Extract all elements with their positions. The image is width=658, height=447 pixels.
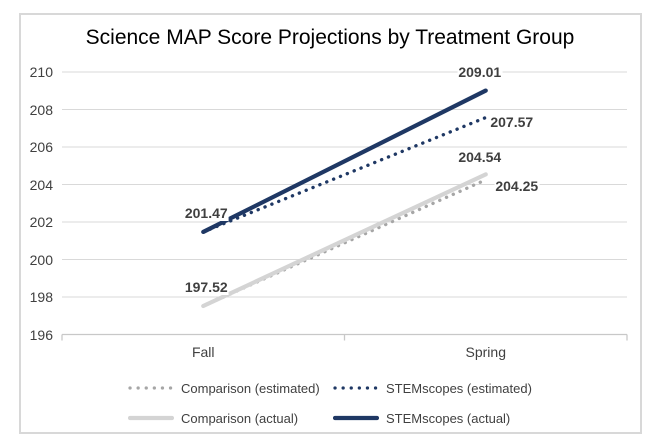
legend-item-0: Comparison (estimated) — [128, 379, 320, 397]
y-tick-label: 202 — [29, 214, 53, 230]
legend-swatch — [128, 415, 174, 421]
y-tick-label: 200 — [29, 251, 53, 268]
legend-item-1: STEMscopes (estimated) — [333, 379, 532, 397]
legend-swatch — [333, 415, 379, 421]
y-tick-label: 198 — [29, 289, 53, 305]
x-axis-label-spring: Spring — [465, 344, 506, 360]
x-axis-label-fall: Fall — [191, 344, 215, 360]
legend-label: Comparison (estimated) — [181, 380, 320, 396]
legend-swatch — [333, 386, 379, 390]
y-tick-label: 208 — [29, 101, 53, 118]
y-tick-label: 204 — [29, 176, 53, 193]
chart-title: Science MAP Score Projections by Treatme… — [85, 26, 575, 49]
y-tick-label: 196 — [29, 326, 53, 343]
series-line-1 — [201, 115, 488, 234]
legend-item-3: STEMscopes (actual) — [333, 409, 510, 427]
chart-frame — [19, 13, 642, 434]
series-line-3 — [201, 88, 488, 235]
legend-label: Comparison (actual) — [181, 410, 299, 426]
y-tick-label: 206 — [29, 139, 53, 155]
legend-label: STEMscopes (estimated) — [386, 380, 532, 396]
data-label: 207.57 — [489, 113, 535, 130]
legend-label: STEMscopes (actual) — [386, 410, 511, 426]
data-label: 201.47 — [183, 204, 229, 221]
y-tick-label: 210 — [29, 64, 53, 80]
data-label: 209.01 — [457, 63, 503, 80]
series-line-2 — [201, 172, 488, 309]
data-label: 204.54 — [457, 149, 503, 166]
legend-item-2: Comparison (actual) — [128, 409, 298, 427]
data-label: 204.25 — [494, 177, 540, 194]
legend-swatch — [128, 386, 174, 390]
data-label: 197.52 — [183, 279, 229, 295]
